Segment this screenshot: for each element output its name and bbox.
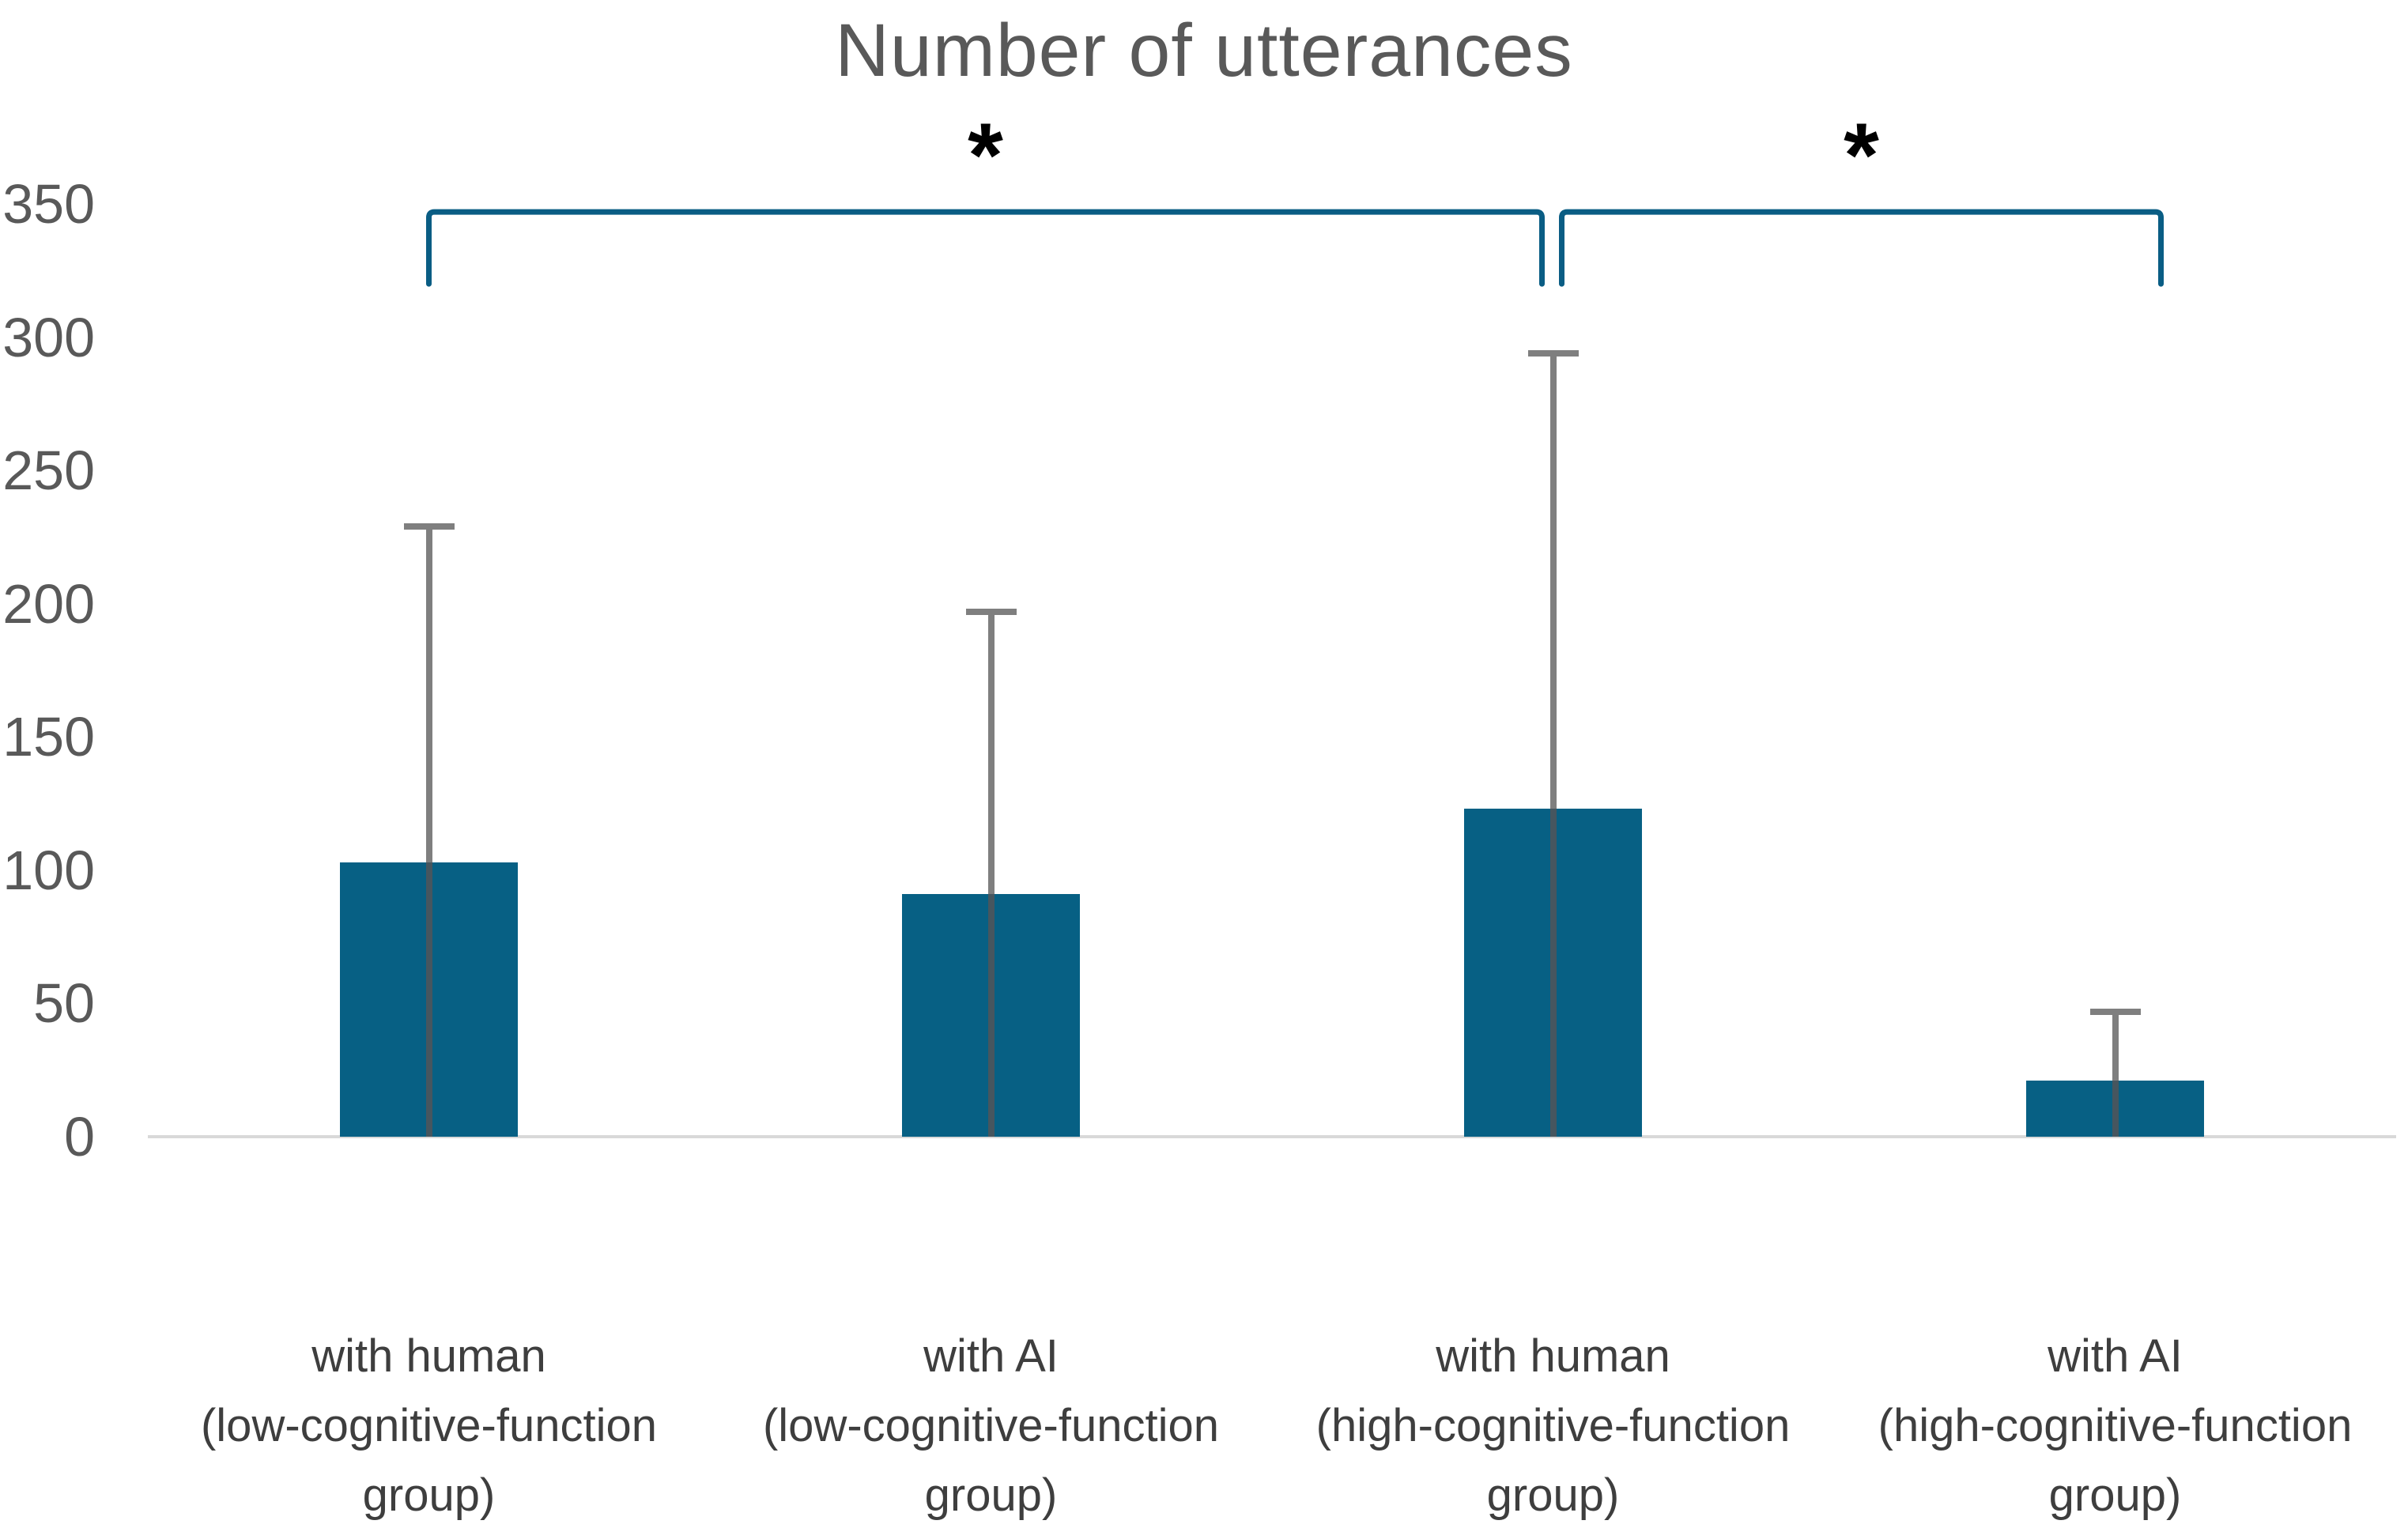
- error-bar: [2112, 1011, 2119, 1081]
- x-axis-category-label-line: group): [1486, 1470, 1620, 1521]
- chart-title: Number of utterances: [835, 9, 1573, 92]
- error-bar-lower-segment: [987, 894, 995, 1137]
- y-axis-tick-label: 350: [2, 173, 95, 235]
- x-axis-category-label-line: group): [924, 1470, 1058, 1521]
- error-bar: [987, 611, 995, 895]
- x-axis-category-label-line: group): [2048, 1470, 2182, 1521]
- x-axis-category-label-line: (low-cognitive-function: [762, 1400, 1220, 1451]
- error-bar: [1549, 353, 1557, 809]
- significance-asterisk: *: [968, 105, 1003, 206]
- error-bar-cap: [965, 608, 1017, 615]
- x-axis-category-label-line: group): [362, 1470, 496, 1521]
- error-bar: [425, 526, 432, 862]
- y-axis-tick-label: 0: [64, 1106, 95, 1168]
- x-axis-category-label: with AI (low-cognitive-function group): [715, 1322, 1268, 1528]
- significance-bracket: [426, 209, 1545, 287]
- x-axis-category-label: with human (low-cognitive-function group): [153, 1322, 706, 1528]
- error-bar-lower-segment: [425, 862, 432, 1137]
- error-bar-cap: [1527, 349, 1579, 357]
- x-axis-category-label-line: with AI: [2048, 1330, 2183, 1382]
- significance-bracket: [1559, 209, 2164, 287]
- x-axis-line: [148, 1135, 2396, 1138]
- y-axis-tick-label: 100: [2, 839, 95, 901]
- x-axis-category-label-line: (high-cognitive-function: [1878, 1400, 2353, 1451]
- x-axis-category-label-line: with human: [311, 1330, 546, 1382]
- x-axis-category-label-line: (low-cognitive-function: [200, 1400, 658, 1451]
- x-axis-category-label-line: (high-cognitive-function: [1315, 1400, 1791, 1451]
- error-bar-cap: [403, 523, 455, 530]
- error-bar-lower-segment: [1549, 809, 1557, 1137]
- x-axis-category-label: with human (high-cognitive-function group): [1277, 1322, 1830, 1528]
- y-axis-tick-label: 250: [2, 440, 95, 502]
- error-bar-cap: [2089, 1008, 2141, 1015]
- x-axis-category-label-line: with human: [1436, 1330, 1670, 1382]
- error-bar-lower-segment: [2112, 1081, 2119, 1137]
- y-axis-tick-label: 150: [2, 706, 95, 768]
- y-axis-tick-label: 200: [2, 572, 95, 635]
- significance-asterisk: *: [1844, 105, 1879, 206]
- x-axis-category-label-line: with AI: [923, 1330, 1059, 1382]
- y-axis-tick-label: 300: [2, 306, 95, 368]
- x-axis-category-label: with AI (high-cognitive-function group): [1839, 1322, 2392, 1528]
- y-axis-tick-label: 50: [33, 972, 95, 1035]
